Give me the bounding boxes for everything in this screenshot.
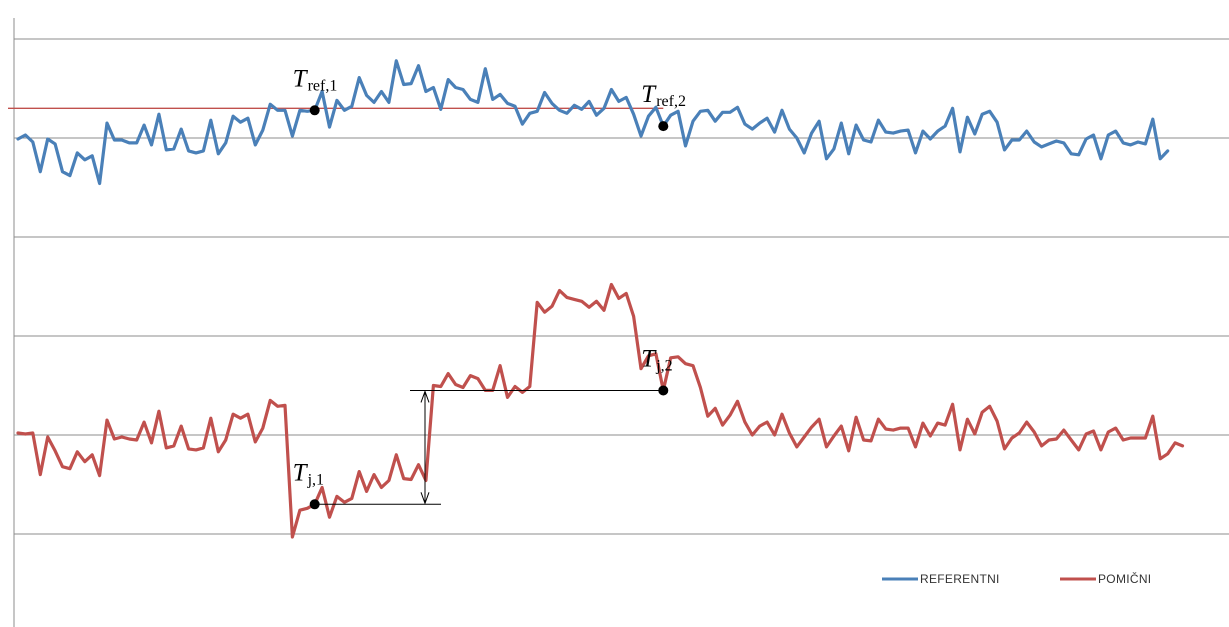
arrow-head-up (420, 389, 430, 403)
annotation-markers (309, 105, 669, 510)
gridlines (14, 38, 1229, 535)
label-tj1-subscript: j,1 (307, 471, 324, 488)
legend-label-referentni: REFERENTNI (920, 572, 1000, 586)
label-tj1: Tj,1 (293, 459, 324, 488)
arrow-head-down (420, 492, 430, 505)
label-tref2-subscript: ref,2 (656, 93, 686, 110)
series-line-pomicni (16, 282, 1185, 539)
series-line-referentni (16, 59, 1170, 186)
label-tj2: Tj,2 (641, 345, 672, 374)
marker-tref1 (309, 105, 320, 116)
label-tref1: Tref,1 (293, 65, 338, 94)
label-tref1-subscript: ref,1 (308, 77, 338, 94)
legend-label-pomicni: POMIČNI (1098, 571, 1151, 586)
label-tref2-base: T (641, 81, 657, 108)
series-lines (16, 59, 1185, 539)
label-tref2: Tref,2 (641, 81, 686, 110)
annotation-labels: Tref,1 Tref,2Tj,1Tj,2 (293, 65, 686, 488)
marker-tref2 (658, 121, 669, 132)
label-tj2-base: T (641, 345, 657, 372)
label-tj2-subscript: j,2 (655, 357, 672, 374)
label-tref1-base: T (293, 65, 309, 92)
legend: REFERENTNI POMIČNI (882, 571, 1151, 586)
label-tj1-base: T (293, 459, 309, 486)
